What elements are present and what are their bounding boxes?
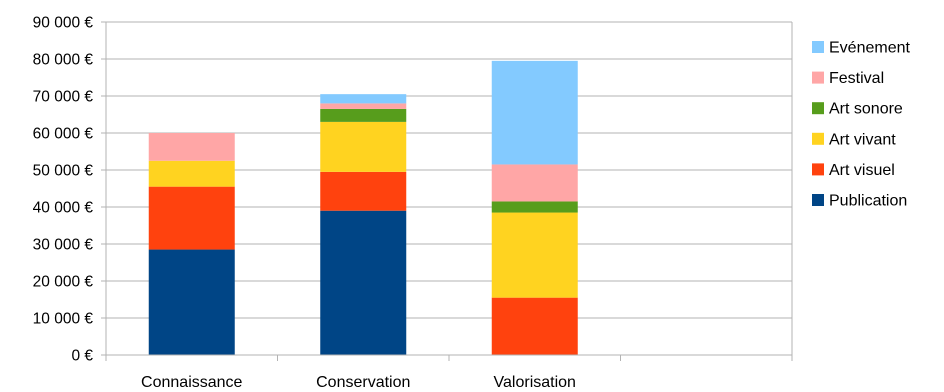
y-tick-label: 0 €	[71, 348, 93, 365]
bar-stack	[491, 60, 578, 355]
bar-segment	[320, 121, 407, 172]
x-axis: Connaissance Conservation Valorisation	[105, 354, 793, 391]
legend-item: Festival	[812, 70, 884, 87]
bar-segment	[491, 212, 578, 298]
legend-swatch	[812, 132, 824, 145]
legend-item: Art vivant	[812, 131, 896, 148]
bar-segment	[320, 171, 407, 211]
legend-label: Art visuel	[829, 162, 895, 179]
x-category-label: Valorisation	[494, 374, 576, 391]
bar-segment	[148, 186, 235, 250]
y-tick-label: 40 000 €	[33, 200, 94, 217]
legend-item: Publication	[812, 193, 907, 210]
x-category-label: Connaissance	[141, 374, 243, 391]
legend-swatch	[812, 41, 824, 53]
bar-segment	[491, 60, 578, 165]
y-tick-label: 70 000 €	[33, 89, 94, 106]
y-tick-label: 90 000 €	[33, 15, 94, 32]
bar-segment	[148, 133, 235, 161]
legend-label: Art vivant	[829, 131, 896, 148]
y-tick-label: 30 000 €	[33, 237, 94, 254]
bar-segment	[320, 108, 407, 122]
legend-label: Evénement	[829, 40, 910, 57]
legend-label: Art sonore	[829, 101, 903, 118]
y-tick-label: 10 000 €	[33, 311, 94, 328]
legend-swatch	[812, 102, 824, 115]
legend-label: Festival	[829, 70, 884, 87]
bar-stacks	[148, 60, 578, 355]
bar-segment	[148, 249, 235, 355]
bar-segment	[491, 297, 578, 355]
y-axis-tick-labels: 0 € 10 000 € 20 000 € 30 000 € 40 000 € 50 00…	[33, 15, 94, 365]
bar-stack	[320, 94, 407, 355]
bar-stack	[148, 133, 235, 355]
legend-item: Art sonore	[812, 101, 903, 118]
x-category-label: Conservation	[316, 374, 410, 391]
legend-swatch	[812, 71, 824, 84]
bar-segment	[320, 103, 407, 109]
legend-swatch	[812, 163, 824, 176]
bar-segment	[491, 164, 578, 202]
legend-label: Publication	[829, 193, 907, 210]
legend-item: Art visuel	[812, 162, 895, 179]
y-tick-label: 20 000 €	[33, 274, 94, 291]
legend-item: Evénement	[812, 40, 910, 57]
legend: Evénement Festival Art sonore Art vivant Art…	[812, 40, 910, 210]
bar-segment	[148, 160, 235, 187]
y-tick-label: 80 000 €	[33, 52, 94, 69]
y-tick-label: 50 000 €	[33, 163, 94, 180]
bar-segment	[320, 94, 407, 104]
bar-segment	[320, 210, 407, 355]
bar-segment	[491, 201, 578, 213]
y-tick-label: 60 000 €	[33, 126, 94, 143]
legend-swatch	[812, 194, 824, 206]
